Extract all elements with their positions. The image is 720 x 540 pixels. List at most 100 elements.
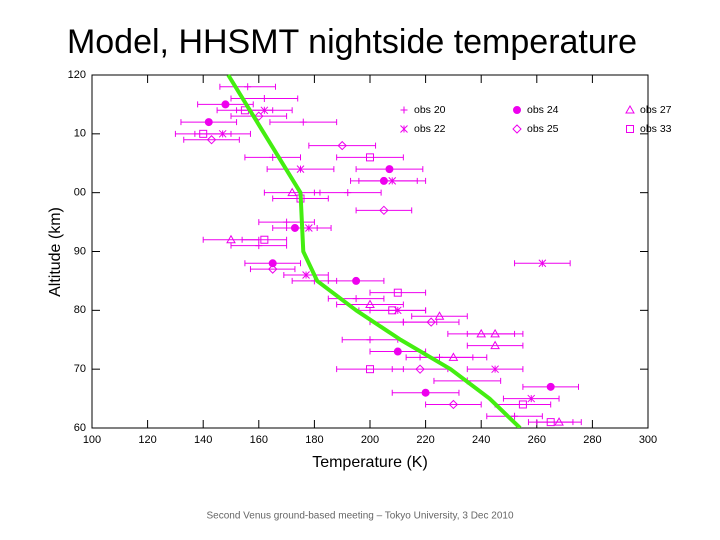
plot-area <box>174 73 582 428</box>
marker <box>366 336 374 344</box>
marker <box>302 271 310 279</box>
x-tick-label: 200 <box>361 434 379 446</box>
marker <box>260 95 268 103</box>
x-tick-label: 260 <box>528 434 546 446</box>
error-bar <box>249 266 296 273</box>
legend-label: obs 27 <box>640 104 672 116</box>
y-tick-label: 10 <box>74 128 86 140</box>
marker <box>491 365 499 374</box>
marker <box>366 365 374 374</box>
marker <box>365 299 375 308</box>
marker <box>448 399 459 410</box>
x-tick-label: 160 <box>250 434 268 446</box>
error-bar <box>241 236 288 243</box>
error-bar <box>183 136 240 143</box>
marker <box>434 311 445 320</box>
marker <box>299 118 307 126</box>
marker <box>546 418 555 427</box>
x-tick-label: 240 <box>472 434 490 446</box>
legend-label: obs 20 <box>414 104 446 116</box>
legend-label: obs 22 <box>414 123 446 135</box>
slide-title: Model, HHSMT nightside temperature <box>67 23 637 61</box>
marker <box>199 129 208 138</box>
marker <box>344 189 352 197</box>
marker <box>385 165 394 174</box>
marker <box>287 187 298 197</box>
marker <box>260 235 269 244</box>
marker <box>476 328 487 338</box>
marker <box>296 165 305 173</box>
x-tick-label: 220 <box>416 434 434 446</box>
legend-marker <box>400 125 408 133</box>
footer: Second Venus ground-based meeting – Toky… <box>206 511 513 522</box>
marker <box>511 412 519 420</box>
legend-marker <box>625 104 635 114</box>
legend-marker <box>512 124 522 134</box>
plot-frame <box>91 74 649 429</box>
marker <box>379 176 388 185</box>
marker <box>244 83 252 91</box>
error-bar <box>336 154 404 161</box>
y-tick-label: 90 <box>74 245 86 257</box>
marker <box>352 276 361 285</box>
error-bar <box>336 366 404 373</box>
x-tick-label: 180 <box>305 434 323 446</box>
error-bar <box>174 130 232 137</box>
legend-label: obs 25 <box>527 123 559 135</box>
marker <box>448 352 459 361</box>
y-tick-label: 120 <box>68 69 86 81</box>
x-tick-label: 100 <box>83 434 101 446</box>
y-tick-label: 00 <box>74 187 86 199</box>
marker <box>527 394 536 403</box>
error-bar <box>425 401 482 408</box>
marker <box>518 400 527 409</box>
marker <box>490 340 500 350</box>
marker <box>254 111 264 121</box>
marker <box>221 100 230 109</box>
legend-label: obs 24 <box>527 104 559 116</box>
marker <box>269 153 277 161</box>
marker <box>546 382 555 391</box>
x-tick-label: 280 <box>583 434 601 446</box>
x-tick-label: 300 <box>639 434 657 446</box>
marker <box>426 317 436 327</box>
marker <box>415 364 425 374</box>
marker <box>538 259 547 268</box>
error-bar <box>355 207 413 214</box>
error-bar <box>494 401 552 408</box>
marker <box>206 135 217 145</box>
error-bar <box>308 142 377 149</box>
error-bar <box>447 330 516 337</box>
x-axis-label: Temperature (K) <box>312 454 428 471</box>
marker <box>255 242 263 250</box>
marker <box>283 218 291 226</box>
error-bar <box>527 419 574 426</box>
x-tick-label: 120 <box>138 434 156 446</box>
marker <box>393 288 402 297</box>
marker <box>204 118 213 127</box>
marker <box>337 140 347 151</box>
marker <box>421 388 430 397</box>
legend-marker <box>400 106 408 114</box>
error-bar <box>402 319 460 326</box>
error-bar <box>263 189 321 196</box>
marker <box>226 234 236 244</box>
error-bar <box>369 289 427 296</box>
marker <box>366 153 374 162</box>
legend-marker <box>513 106 521 114</box>
model-curve <box>226 73 522 428</box>
marker <box>267 264 278 274</box>
marker <box>393 347 402 356</box>
legend-marker <box>626 125 634 133</box>
error-bar <box>230 113 288 120</box>
y-tick-label: 70 <box>74 363 86 375</box>
marker <box>352 295 360 303</box>
x-tick-label: 140 <box>194 434 212 446</box>
error-bar <box>411 313 468 320</box>
y-axis-label: Altitude (km) <box>47 207 64 297</box>
y-tick-label: 60 <box>74 422 86 434</box>
y-tick-label: 80 <box>74 304 86 316</box>
error-bar <box>216 107 274 114</box>
error-bar <box>466 342 524 349</box>
